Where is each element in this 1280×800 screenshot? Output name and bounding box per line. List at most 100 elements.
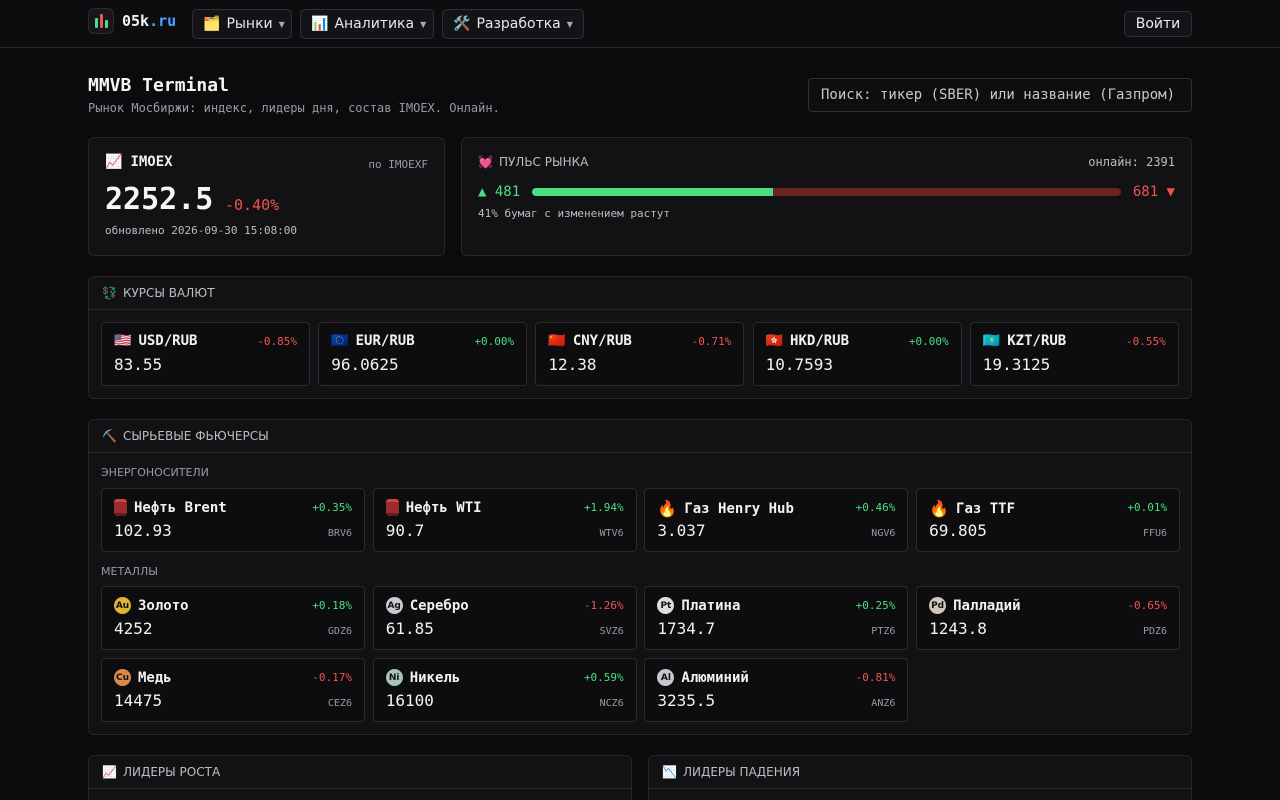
chevron-down-icon: ▼ (566, 19, 573, 29)
tile-ticker: WTV6 (599, 528, 624, 539)
currencies-title: КУРСЫ ВАЛЮТ (122, 286, 215, 300)
currency-rate: 83.55 (114, 355, 163, 374)
flag-icon: 🇨🇳 (548, 333, 566, 349)
tile-change: -1.26% (583, 599, 624, 612)
login-button[interactable]: Войти (1124, 11, 1192, 37)
currency-tile[interactable]: 🇨🇳 CNY/RUB -0.71% 12.38 (535, 322, 745, 386)
tile-ticker: ANZ6 (871, 698, 896, 709)
tile-name: Никель (409, 669, 461, 686)
tile-name: Платина (681, 597, 741, 614)
advance-decline-bar (532, 188, 1121, 196)
online-count: онлайн: 2391 (1088, 155, 1175, 169)
tile-value: 14475 (114, 691, 163, 710)
futures-tile[interactable]: 🔥 Газ Henry Hub +0.46% 3.037 NGV6 (644, 488, 909, 552)
metal-symbol-icon: Cu (114, 669, 131, 686)
currency-change: +0.00% (474, 335, 515, 348)
currency-pair: KZT/RUB (1007, 333, 1067, 349)
nav-analytics[interactable]: 📊 Аналитика ▼ (300, 9, 434, 39)
pulse-title: ПУЛЬС РЫНКА (498, 155, 589, 169)
currency-rate: 19.3125 (982, 355, 1051, 374)
oil-barrel-icon (385, 499, 399, 516)
metal-symbol-icon: Al (657, 669, 675, 686)
tile-change: -0.17% (312, 671, 352, 684)
tile-change: +0.35% (312, 501, 352, 514)
chart-icon: 📊 (311, 16, 329, 32)
metal-symbol-icon: Au (114, 597, 131, 614)
imoex-change: -0.40% (225, 196, 280, 214)
tile-name: Медь (138, 669, 172, 686)
tile-ticker: NCZ6 (599, 698, 624, 709)
energy-group-label: ЭНЕРГОНОСИТЕЛИ (101, 466, 209, 479)
heart-icon: 💓 (478, 155, 493, 169)
imoex-card: 📈 IMOEX по IMOEXF 2252.5 -0.40% обновлен… (88, 137, 445, 256)
market-pulse-card: 💓 ПУЛЬС РЫНКА онлайн: 2391 ▲ 481 681 ▼ 4… (461, 137, 1192, 256)
currency-change: +0.00% (908, 335, 949, 348)
folder-icon: 🗂️ (203, 16, 221, 32)
tile-change: +0.46% (855, 501, 896, 514)
tile-change: +0.01% (1127, 501, 1168, 514)
chart-down-icon: 📉 (662, 765, 677, 779)
tile-value: 102.93 (114, 521, 172, 540)
tile-value: 16100 (385, 691, 434, 710)
flag-icon: 🇪🇺 (331, 333, 349, 349)
nav-analytics-label: Аналитика (334, 16, 415, 32)
nav-development[interactable]: 🛠️ Разработка ▼ (442, 9, 584, 39)
search-input[interactable] (808, 78, 1192, 112)
tile-ticker: PTZ6 (871, 626, 896, 637)
site-logo[interactable]: 05k.ru (88, 8, 176, 34)
tile-change: +0.25% (855, 599, 896, 612)
advance-fill (532, 188, 774, 196)
futures-tile[interactable]: Cu Медь -0.17% 14475 CEZ6 (101, 658, 365, 722)
tile-change: +0.59% (583, 671, 624, 684)
currency-tile[interactable]: 🇰🇿 KZT/RUB -0.55% 19.3125 (969, 322, 1179, 386)
chart-up-icon: 📈 (105, 154, 123, 170)
currencies-section: 💱 КУРСЫ ВАЛЮТ 🇺🇸 USD/RUB -0.85% 83.55 🇪🇺 EUR/… (88, 276, 1192, 399)
imoex-title: IMOEX (130, 154, 173, 170)
currency-tile[interactable]: 🇪🇺 EUR/RUB +0.00% 96.0625 (318, 322, 528, 386)
chevron-down-icon: ▼ (420, 19, 427, 29)
nav-development-label: Разработка (476, 16, 561, 32)
imoex-source: по IMOEXF (368, 158, 428, 171)
decliners-count: 681 ▼ (1132, 184, 1175, 200)
currency-change: -0.85% (257, 335, 297, 348)
currency-pair: HKD/RUB (790, 333, 850, 349)
tile-change: -0.65% (1127, 599, 1168, 612)
currency-tile[interactable]: 🇺🇸 USD/RUB -0.85% 83.55 (101, 322, 310, 386)
futures-tile[interactable]: Pt Платина +0.25% 1734.7 PTZ6 (644, 586, 909, 650)
metals-group-label: МЕТАЛЛЫ (101, 565, 158, 578)
currency-change: -0.55% (1126, 335, 1166, 348)
tile-change: +0.18% (312, 599, 352, 612)
futures-tile[interactable]: Pd Палладий -0.65% 1243.8 PDZ6 (916, 586, 1181, 650)
futures-tile[interactable]: Al Алюминий -0.81% 3235.5 ANZ6 (644, 658, 909, 722)
advancers-count: ▲ 481 (478, 184, 521, 200)
candles-icon (88, 8, 114, 34)
metal-symbol-icon: Pt (657, 597, 675, 614)
tile-name: Алюминий (681, 669, 749, 686)
tile-name: Газ Henry Hub (684, 500, 794, 517)
futures-tile[interactable]: Ag Серебро -1.26% 61.85 SVZ6 (372, 586, 637, 650)
metal-symbol-icon: Ni (385, 669, 403, 686)
tile-name: Газ TTF (956, 500, 1016, 517)
futures-tile[interactable]: Ni Никель +0.59% 16100 NCZ6 (372, 658, 637, 722)
futures-tile[interactable]: Au Золото +0.18% 4252 GDZ6 (101, 586, 365, 650)
currency-pair: USD/RUB (138, 333, 198, 349)
futures-tile[interactable]: Нефть Brent +0.35% 102.93 BRV6 (101, 488, 365, 552)
tile-value: 3235.5 (657, 691, 716, 710)
futures-section: ⛏️ СЫРЬЕВЫЕ ФЬЮЧЕРСЫ ЭНЕРГОНОСИТЕЛИ Нефт… (88, 419, 1192, 735)
nav-markets[interactable]: 🗂️ Рынки ▼ (192, 9, 292, 39)
tile-name: Палладий (953, 597, 1021, 614)
futures-tile[interactable]: 🔥 Газ TTF +0.01% 69.805 FFU6 (916, 488, 1181, 552)
tile-value: 1243.8 (929, 619, 987, 638)
gainers-section: 📈 ЛИДЕРЫ РОСТА (88, 755, 632, 800)
tile-value: 4252 (114, 619, 153, 638)
currency-tile[interactable]: 🇭🇰 HKD/RUB +0.00% 10.7593 (752, 322, 962, 386)
tile-name: Серебро (409, 597, 469, 614)
chart-up-icon: 📈 (102, 765, 117, 779)
tile-value: 3.037 (657, 521, 706, 540)
tile-name: Нефть WTI (405, 499, 482, 516)
futures-tile[interactable]: Нефть WTI +1.94% 90.7 WTV6 (372, 488, 637, 552)
tile-ticker: BRV6 (327, 528, 352, 539)
pulse-note: 41% бумаг с изменением растут (478, 207, 671, 220)
top-bar: 05k.ru 🗂️ Рынки ▼ 📊 Аналитика ▼ 🛠️ Разра… (0, 0, 1280, 48)
currency-rate: 10.7593 (765, 355, 834, 374)
